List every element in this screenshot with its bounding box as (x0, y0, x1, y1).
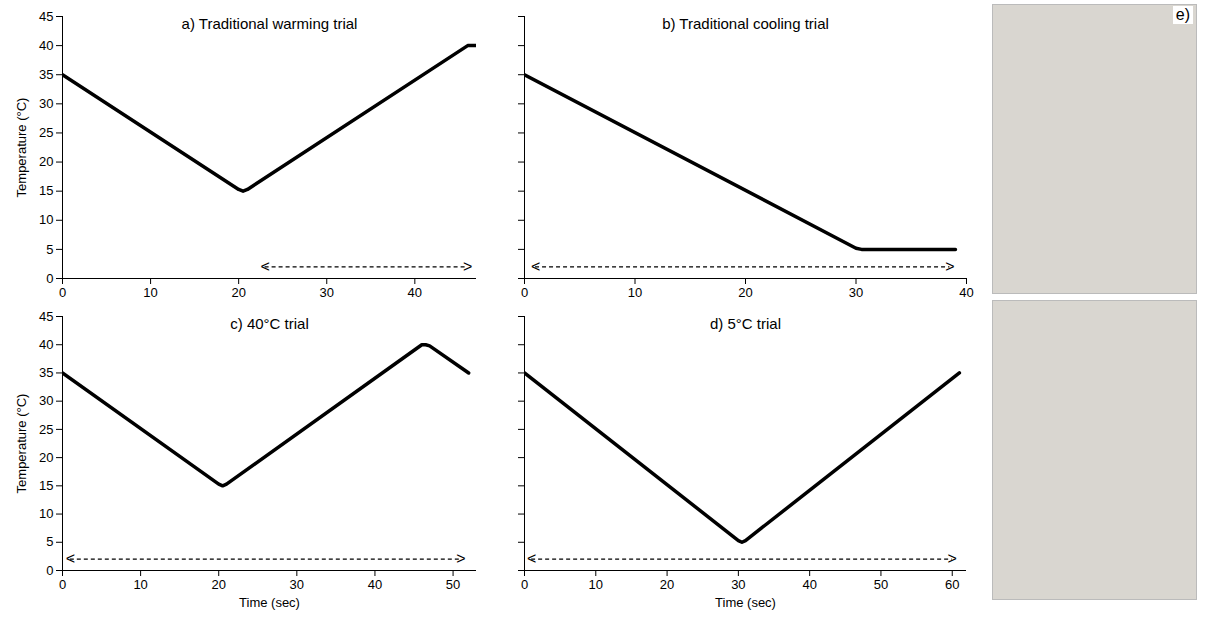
svg-text:5: 5 (46, 534, 53, 549)
svg-text:25: 25 (39, 125, 53, 140)
svg-text:40: 40 (802, 577, 816, 592)
svg-text:<: < (531, 258, 540, 275)
svg-text:40: 40 (959, 285, 973, 300)
svg-text:15: 15 (39, 183, 53, 198)
svg-text:>: > (456, 550, 465, 567)
svg-text:40: 40 (39, 38, 53, 53)
svg-text:30: 30 (290, 577, 304, 592)
svg-text:20: 20 (660, 577, 674, 592)
svg-text:10: 10 (39, 506, 53, 521)
svg-text:40: 40 (368, 577, 382, 592)
svg-text:10: 10 (628, 285, 642, 300)
svg-text:<: < (260, 258, 269, 275)
svg-text:30: 30 (39, 96, 53, 111)
svg-text:45: 45 (39, 309, 53, 324)
svg-text:20: 20 (211, 577, 225, 592)
svg-text:50: 50 (874, 577, 888, 592)
svg-text:Temperature (°C): Temperature (°C) (14, 394, 29, 494)
svg-text:>: > (945, 258, 954, 275)
svg-text:30: 30 (731, 577, 745, 592)
svg-text:a) Traditional warming trial: a) Traditional warming trial (182, 15, 358, 32)
svg-text:d) 5°C trial: d) 5°C trial (710, 315, 781, 332)
svg-text:45: 45 (39, 9, 53, 24)
svg-text:Temperature (°C): Temperature (°C) (14, 98, 29, 198)
svg-text:Time (sec): Time (sec) (239, 595, 300, 610)
svg-text:0: 0 (46, 271, 53, 286)
svg-text:30: 30 (320, 285, 334, 300)
svg-text:50: 50 (446, 577, 460, 592)
svg-text:10: 10 (143, 285, 157, 300)
svg-text:10: 10 (133, 577, 147, 592)
svg-text:40: 40 (408, 285, 422, 300)
svg-text:60: 60 (945, 577, 959, 592)
svg-text:c) 40°C trial: c) 40°C trial (230, 315, 309, 332)
svg-text:b) Traditional cooling trial: b) Traditional cooling trial (662, 15, 829, 32)
svg-text:10: 10 (39, 212, 53, 227)
svg-text:5: 5 (46, 242, 53, 257)
svg-text:0: 0 (521, 577, 528, 592)
svg-text:30: 30 (849, 285, 863, 300)
svg-text:25: 25 (39, 422, 53, 437)
svg-text:>: > (948, 550, 957, 567)
svg-text:>: > (463, 258, 472, 275)
svg-text:30: 30 (39, 393, 53, 408)
svg-text:<: < (527, 550, 536, 567)
svg-text:10: 10 (589, 577, 603, 592)
svg-text:35: 35 (39, 365, 53, 380)
svg-text:20: 20 (39, 154, 53, 169)
svg-text:Time (sec): Time (sec) (715, 595, 776, 610)
svg-text:40: 40 (39, 337, 53, 352)
html-text:e): e) (1175, 6, 1190, 23)
svg-text:35: 35 (39, 67, 53, 82)
svg-text:20: 20 (231, 285, 245, 300)
svg-text:0: 0 (59, 577, 66, 592)
svg-text:20: 20 (738, 285, 752, 300)
svg-text:15: 15 (39, 478, 53, 493)
svg-text:0: 0 (46, 563, 53, 578)
svg-text:<: < (66, 550, 75, 567)
svg-text:0: 0 (521, 285, 528, 300)
svg-text:20: 20 (39, 450, 53, 465)
svg-text:0: 0 (59, 285, 66, 300)
